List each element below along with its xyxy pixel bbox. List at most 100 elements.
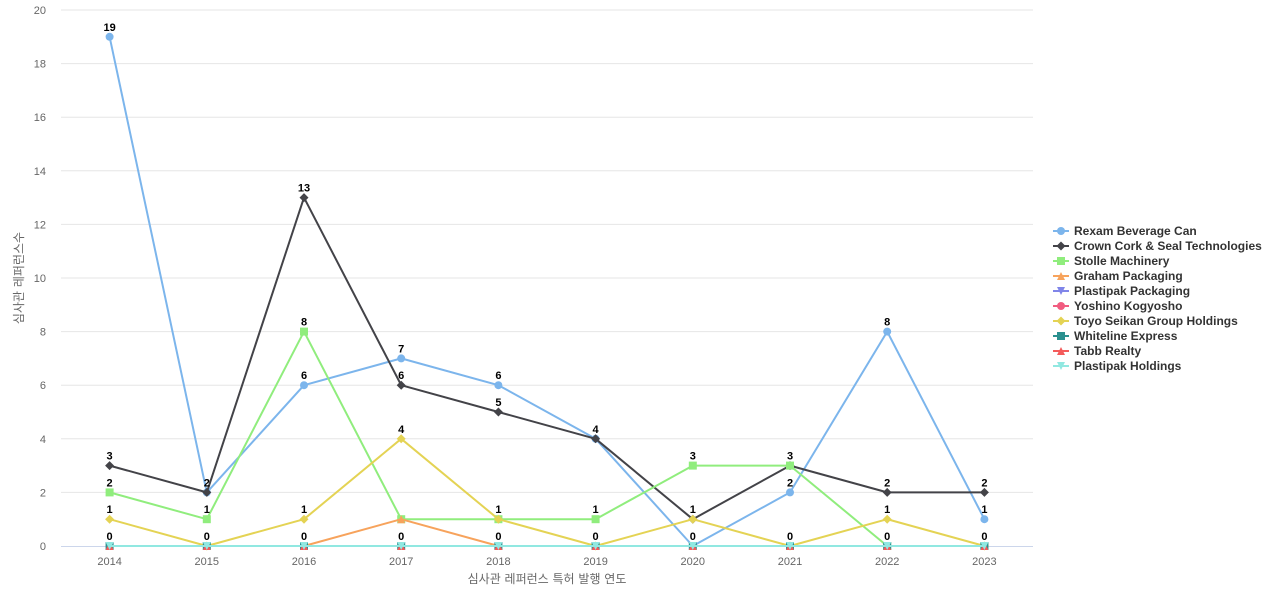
legend-item: Yoshino Kogyosho xyxy=(1053,299,1182,313)
data-label: 0 xyxy=(981,531,987,543)
y-tick-label: 6 xyxy=(40,380,46,392)
data-point xyxy=(591,434,601,444)
data-label: 19 xyxy=(103,22,115,34)
y-tick-label: 2 xyxy=(40,487,46,499)
y-tick-label: 18 xyxy=(34,59,46,71)
x-tick-label: 2014 xyxy=(97,556,121,568)
data-point xyxy=(493,407,503,417)
data-point xyxy=(688,461,697,470)
series-line xyxy=(108,196,986,521)
legend-item: Plastipak Packaging xyxy=(1053,284,1190,298)
data-label: 2 xyxy=(981,477,987,489)
data-label: 6 xyxy=(301,370,307,382)
data-label: 6 xyxy=(495,370,501,382)
data-label: 0 xyxy=(787,531,793,543)
data-point xyxy=(202,515,211,524)
data-point xyxy=(591,515,600,524)
x-tick-label: 2019 xyxy=(583,556,607,568)
data-point xyxy=(397,542,406,550)
data-point xyxy=(591,542,600,550)
data-label: 3 xyxy=(107,451,113,463)
y-axis-title: 심사관 레퍼런스수 xyxy=(12,232,26,324)
data-point xyxy=(493,514,503,524)
data-point xyxy=(786,542,794,550)
data-point xyxy=(396,380,406,390)
data-point xyxy=(980,515,989,524)
legend-label: Yoshino Kogyosho xyxy=(1074,299,1182,313)
data-label: 3 xyxy=(690,451,696,463)
series-9 xyxy=(105,542,989,550)
x-axis-ticks: 2014 2015 2016 2017 2018 2019 2020 2021 2022 2023 xyxy=(97,556,996,568)
x-tick-label: 2017 xyxy=(389,556,413,568)
data-point xyxy=(688,514,698,524)
x-tick-label: 2023 xyxy=(972,556,996,568)
legend-item: Toyo Seikan Group Holdings xyxy=(1053,314,1238,328)
data-label: 0 xyxy=(593,531,599,543)
data-point xyxy=(105,32,114,41)
data-label: 1 xyxy=(495,504,501,516)
data-label: 2 xyxy=(107,477,113,489)
data-label: 8 xyxy=(301,317,307,329)
data-point xyxy=(300,381,308,390)
x-tick-label: 2018 xyxy=(486,556,510,568)
data-point xyxy=(397,354,406,363)
data-point xyxy=(494,542,503,550)
y-tick-label: 8 xyxy=(40,327,46,339)
legend-label: Graham Packaging xyxy=(1074,269,1183,283)
legend-marker xyxy=(1056,316,1066,326)
legend-marker xyxy=(1057,227,1065,235)
legend-marker xyxy=(1057,272,1065,280)
x-tick-label: 2022 xyxy=(875,556,899,568)
legend-label: Rexam Beverage Can xyxy=(1074,224,1197,238)
legend-marker xyxy=(1057,362,1065,370)
data-label: 5 xyxy=(495,397,501,409)
data-point xyxy=(396,434,406,444)
data-point xyxy=(882,514,892,524)
legend-label: Plastipak Packaging xyxy=(1074,284,1190,298)
legend-label: Crown Cork & Seal Technologies xyxy=(1074,239,1262,253)
gridlines xyxy=(61,9,1033,493)
data-label: 4 xyxy=(593,424,600,436)
data-point xyxy=(786,461,794,470)
legend-marker xyxy=(1057,257,1065,265)
data-label: 13 xyxy=(298,183,310,195)
data-point xyxy=(300,327,308,336)
data-point xyxy=(300,542,308,550)
x-tick-label: 2020 xyxy=(681,556,705,568)
y-tick-label: 10 xyxy=(34,273,46,285)
data-point xyxy=(397,515,406,524)
data-label: 1 xyxy=(107,504,113,516)
x-tick-label: 2015 xyxy=(195,556,219,568)
series-0 xyxy=(105,32,989,550)
y-tick-label: 12 xyxy=(34,219,46,231)
y-tick-label: 14 xyxy=(34,166,46,178)
legend-marker xyxy=(1057,287,1065,295)
legend-item: Tabb Realty xyxy=(1053,344,1141,358)
y-axis-ticks: 0 2 4 6 8 10 12 14 16 18 20 xyxy=(34,5,46,553)
data-label: 1 xyxy=(981,504,987,516)
data-point xyxy=(786,488,794,497)
legend-marker xyxy=(1057,332,1065,340)
legend-item: Whiteline Express xyxy=(1053,329,1178,343)
legend-label: Stolle Machinery xyxy=(1074,254,1170,268)
legend-marker xyxy=(1056,241,1066,251)
legend-label: Toyo Seikan Group Holdings xyxy=(1074,314,1238,328)
legend-item: Graham Packaging xyxy=(1053,269,1183,283)
x-tick-label: 2016 xyxy=(292,556,316,568)
legend-item: Crown Cork & Seal Technologies xyxy=(1053,239,1262,253)
series-line xyxy=(108,35,986,547)
legend-item: Rexam Beverage Can xyxy=(1053,224,1197,238)
data-label: 1 xyxy=(204,504,210,516)
data-point xyxy=(882,487,892,497)
data-point xyxy=(105,514,115,524)
legend-label: Plastipak Holdings xyxy=(1074,359,1182,373)
series-1 xyxy=(105,193,989,524)
data-point xyxy=(979,487,989,497)
data-label: 2 xyxy=(204,477,210,489)
data-label: 4 xyxy=(398,424,405,436)
y-tick-label: 0 xyxy=(40,541,46,553)
data-point xyxy=(883,327,892,336)
